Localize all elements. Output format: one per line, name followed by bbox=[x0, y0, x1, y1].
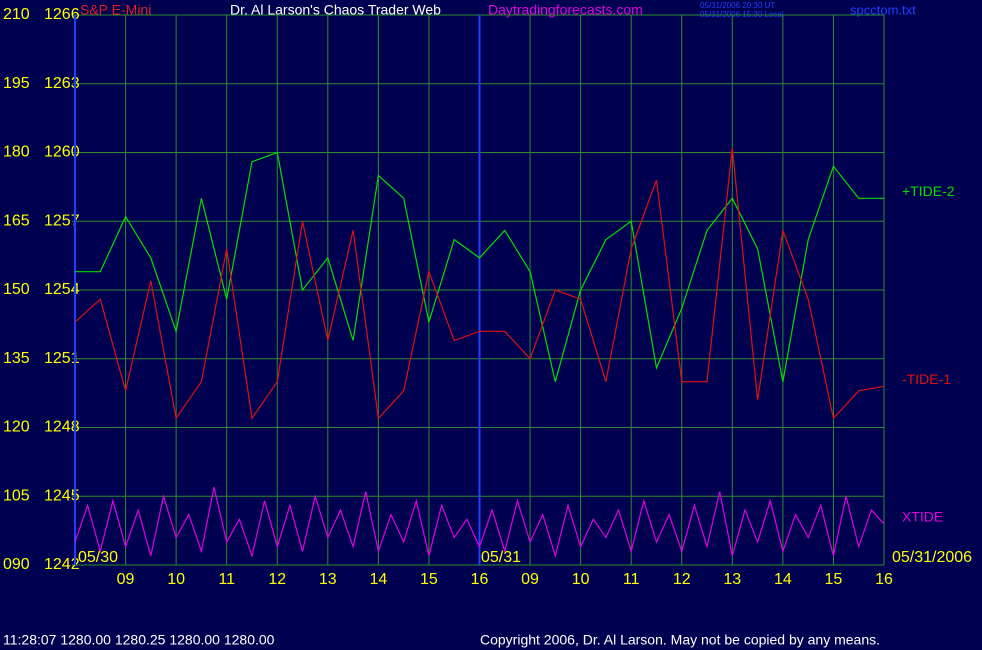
y2-tick-label: 1242 bbox=[44, 556, 80, 573]
y2-tick-label: 1260 bbox=[44, 144, 80, 161]
y2-tick-label: 1251 bbox=[44, 350, 80, 367]
x-tick-label: 12 bbox=[673, 571, 691, 588]
y2-tick-label: 1263 bbox=[44, 75, 80, 92]
y-tick-label: 135 bbox=[3, 350, 30, 367]
symbol: S&P E-Mini bbox=[80, 2, 151, 18]
site: Daytradingforecasts.com bbox=[488, 2, 643, 18]
y2-tick-label: 1266 bbox=[44, 6, 80, 23]
y-tick-label: 210 bbox=[3, 6, 30, 23]
y-tick-label: 150 bbox=[3, 281, 30, 298]
x-tick-label: 09 bbox=[117, 571, 135, 588]
y-tick-label: 180 bbox=[3, 144, 30, 161]
y2-tick-label: 1254 bbox=[44, 281, 80, 298]
status: 11:28:07 1280.00 1280.25 1280.00 1280.00 bbox=[3, 632, 275, 648]
y-tick-label: 120 bbox=[3, 419, 30, 436]
y2-tick-label: 1245 bbox=[44, 487, 80, 504]
x-tick-label: 10 bbox=[167, 571, 185, 588]
x-tick-label: 11 bbox=[623, 571, 640, 588]
time-ut: 05/31/2006 20:30 UT bbox=[700, 1, 775, 10]
y2-tick-label: 1257 bbox=[44, 212, 80, 229]
y-tick-label: 195 bbox=[3, 75, 30, 92]
x-tick-label: 10 bbox=[572, 571, 590, 588]
legend-label: +TIDE-2 bbox=[902, 183, 955, 199]
x-tick-label: 16 bbox=[875, 571, 893, 588]
y-tick-label: 165 bbox=[3, 212, 30, 229]
series-line bbox=[74, 147, 885, 420]
x-tick-label: 16 bbox=[471, 571, 489, 588]
x-tick-label: 15 bbox=[420, 571, 438, 588]
series-line bbox=[75, 151, 884, 382]
title: Dr. Al Larson's Chaos Trader Web bbox=[230, 2, 441, 18]
copyright: Copyright 2006, Dr. Al Larson. May not b… bbox=[480, 632, 880, 648]
date-label: 05/30 bbox=[78, 549, 118, 566]
x-tick-label: 15 bbox=[825, 571, 843, 588]
x-tick-label: 13 bbox=[319, 571, 337, 588]
legend-label: XTIDE bbox=[902, 508, 943, 524]
x-tick-label: 09 bbox=[521, 571, 539, 588]
y-tick-label: 105 bbox=[3, 487, 30, 504]
x-tick-label: 13 bbox=[723, 571, 741, 588]
x-tick-label: 14 bbox=[369, 571, 387, 588]
x-tick-label: 12 bbox=[268, 571, 286, 588]
date-label: 05/31/2006 bbox=[892, 549, 972, 566]
x-tick-label: 14 bbox=[774, 571, 792, 588]
x-tick-label: 11 bbox=[218, 571, 235, 588]
y2-tick-label: 1248 bbox=[44, 419, 80, 436]
y-tick-label: 090 bbox=[3, 556, 30, 573]
date-label: 05/31 bbox=[481, 549, 521, 566]
legend-label: -TIDE-1 bbox=[902, 371, 951, 387]
series-line bbox=[74, 486, 885, 559]
file-name: spcctom.txt bbox=[850, 2, 916, 17]
